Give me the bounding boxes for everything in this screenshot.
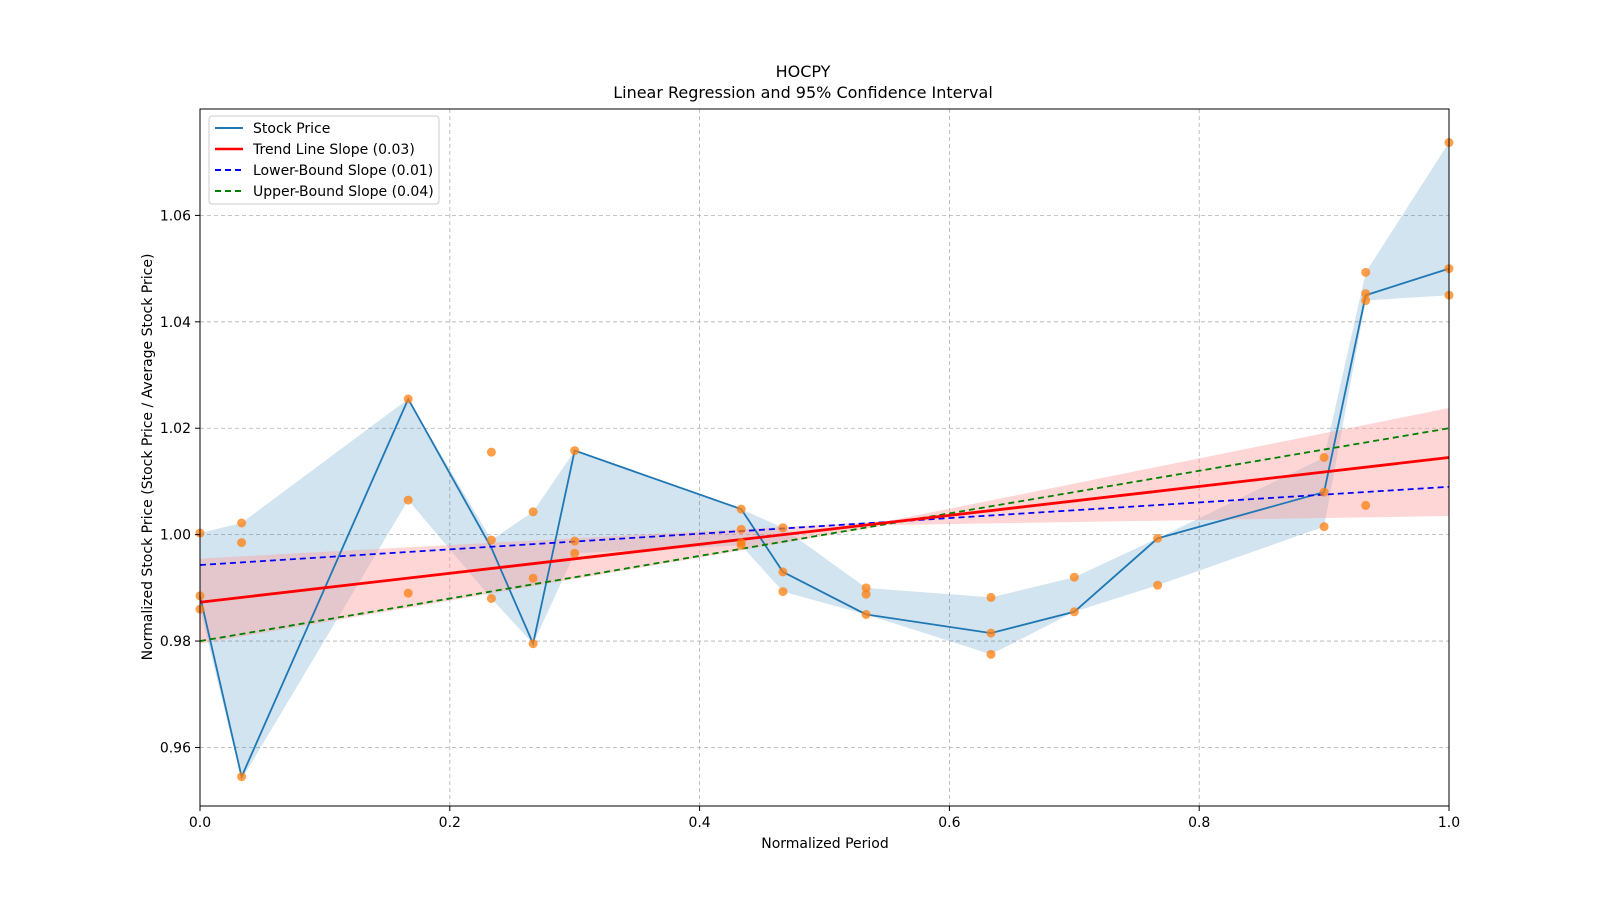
scatter-point <box>403 495 413 505</box>
legend-label-lower-bound: Lower-Bound Slope (0.01) <box>253 163 433 179</box>
legend-label-trend-line: Trend Line Slope (0.03) <box>252 142 415 158</box>
scatter-point <box>570 536 580 546</box>
x-tick-label: 0.6 <box>938 815 960 831</box>
plot-frame <box>199 108 1450 807</box>
scatter-point <box>570 446 580 456</box>
scatter-point <box>778 523 788 533</box>
y-tick-label: 1.04 <box>160 315 191 331</box>
legend-label-upper-bound: Upper-Bound Slope (0.04) <box>253 184 434 200</box>
scatter-point <box>403 588 413 598</box>
scatter-point <box>486 447 496 457</box>
chart-title: HOCPY <box>776 62 831 81</box>
scatter-point <box>1153 533 1163 543</box>
x-tick-label: 0.4 <box>688 815 710 831</box>
y-tick-label: 1.02 <box>160 421 191 437</box>
scatter-point <box>1153 580 1163 590</box>
scatter-point <box>1361 289 1371 299</box>
legend: Stock Price Trend Line Slope (0.03) Lowe… <box>208 115 440 205</box>
legend-label-stock-price: Stock Price <box>253 121 330 137</box>
y-tick-label: 0.98 <box>160 634 191 650</box>
x-tick-label: 0.8 <box>1188 815 1210 831</box>
y-tick-label: 1.00 <box>160 528 191 544</box>
x-axis-label: Normalized Period <box>761 836 889 852</box>
scatter-point <box>1361 296 1371 306</box>
scatter-point <box>237 538 247 548</box>
y-tick-label: 1.06 <box>160 208 191 224</box>
scatter-point <box>1319 487 1329 497</box>
legend-entry-lower-bound: Lower-Bound Slope (0.01) <box>215 163 433 179</box>
stock-price-confidence-band <box>200 142 1449 780</box>
scatter-point <box>861 589 871 599</box>
upper-bound-line <box>199 427 1450 642</box>
scatter-point <box>778 587 788 597</box>
scatter-point <box>1361 500 1371 510</box>
scatter-point <box>237 772 247 782</box>
legend-box <box>208 115 440 205</box>
scatter-point <box>736 504 746 514</box>
y-tick-label: 0.96 <box>160 740 191 756</box>
scatter-point <box>570 548 580 558</box>
scatter-point <box>1069 607 1079 617</box>
scatter-point <box>736 524 746 534</box>
legend-entry-upper-bound: Upper-Bound Slope (0.04) <box>215 184 434 200</box>
trend-line <box>199 456 1450 604</box>
confidence-bands <box>200 142 1449 780</box>
scatter-point <box>861 583 871 593</box>
scatter-point <box>528 639 538 649</box>
scatter-point <box>528 507 538 517</box>
y-axis-label: Normalized Stock Price (Stock Price / Av… <box>140 254 156 661</box>
scatter-point <box>1361 267 1371 277</box>
scatter-point <box>986 628 996 638</box>
chart-subtitle: Linear Regression and 95% Confidence Int… <box>613 83 993 102</box>
y-axis-ticks: 0.96 0.98 1.00 1.02 1.04 1.06 <box>160 208 200 756</box>
scatter-point <box>403 394 413 404</box>
scatter-point <box>237 518 247 528</box>
scatter-point <box>861 609 871 619</box>
scatter-point <box>736 538 746 548</box>
scatter-point <box>986 649 996 659</box>
x-tick-label: 0.2 <box>439 815 461 831</box>
scatter-point <box>1319 522 1329 532</box>
scatter-point <box>986 592 996 602</box>
series-lines <box>199 267 1450 780</box>
x-tick-label: 0.0 <box>189 815 211 831</box>
legend-entry-stock-price: Stock Price <box>215 121 330 137</box>
scatter-point <box>528 573 538 583</box>
legend-entry-trend-line: Trend Line Slope (0.03) <box>215 142 415 158</box>
x-tick-label: 1.0 <box>1438 815 1460 831</box>
lower-bound-line <box>199 485 1450 566</box>
scatter-point <box>1069 572 1079 582</box>
scatter-point <box>486 535 496 545</box>
scatter-point <box>486 593 496 603</box>
scatter-point <box>778 567 788 577</box>
scatter-points <box>195 138 1454 782</box>
x-axis-ticks: 0.0 0.2 0.4 0.6 0.8 1.0 <box>189 806 1460 831</box>
scatter-point <box>1319 453 1329 462</box>
